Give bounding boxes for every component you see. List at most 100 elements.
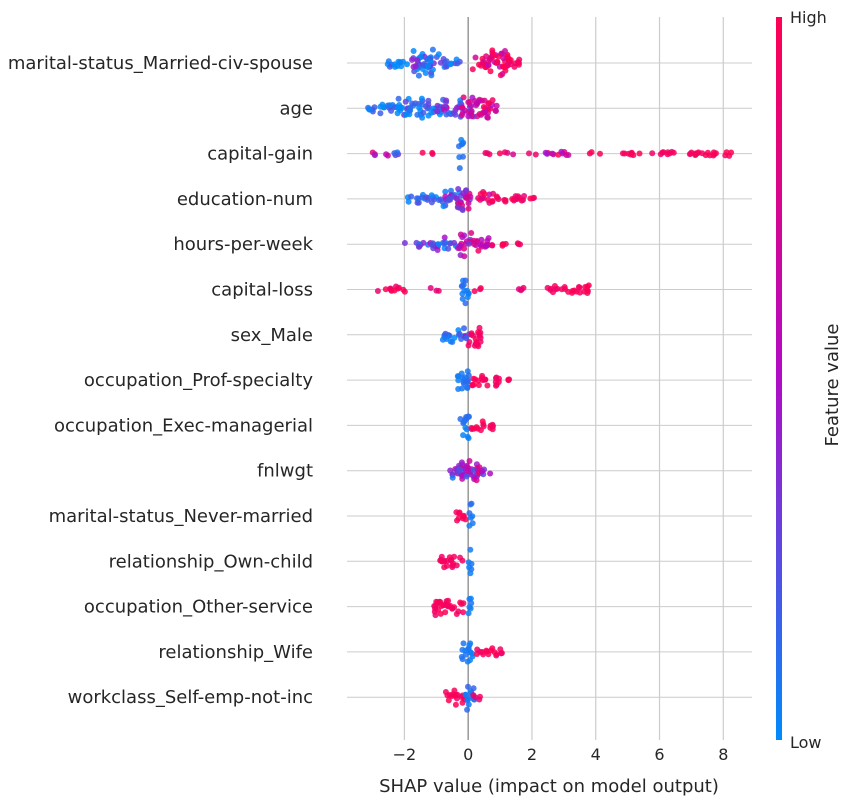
shap-point bbox=[463, 473, 470, 480]
shap-point bbox=[434, 247, 441, 253]
feature-label: sex_Male bbox=[231, 325, 313, 346]
feature-label: capital-gain bbox=[207, 144, 313, 165]
shap-point bbox=[462, 516, 469, 523]
shap-point bbox=[466, 510, 473, 517]
shap-point bbox=[428, 199, 435, 206]
shap-point bbox=[500, 55, 507, 62]
shap-point bbox=[670, 149, 677, 156]
shap-point bbox=[493, 102, 500, 109]
shap-point bbox=[445, 697, 452, 704]
colorbar-gradient bbox=[776, 17, 782, 740]
shap-point bbox=[465, 205, 472, 212]
shap-point bbox=[723, 149, 730, 156]
shap-point bbox=[484, 114, 491, 121]
shap-point bbox=[498, 650, 505, 657]
shap-point bbox=[565, 152, 572, 158]
shap-point bbox=[484, 382, 491, 389]
shap-point bbox=[447, 467, 454, 474]
colorbar-low-label: Low bbox=[790, 733, 822, 752]
shap-point bbox=[479, 195, 486, 202]
shap-point bbox=[383, 151, 390, 158]
shap-point bbox=[476, 332, 483, 339]
shap-point bbox=[438, 553, 445, 560]
shap-point bbox=[432, 612, 439, 619]
shap-point bbox=[461, 245, 468, 252]
shap-point bbox=[585, 282, 592, 289]
shap-point bbox=[453, 562, 460, 569]
feature-label: occupation_Prof-specialty bbox=[84, 370, 313, 391]
shap-point bbox=[462, 300, 469, 307]
shap-point bbox=[468, 500, 475, 507]
shap-point bbox=[464, 287, 471, 294]
shap-point bbox=[391, 150, 398, 157]
shap-point bbox=[493, 108, 499, 114]
shap-point bbox=[443, 111, 450, 118]
shap-point bbox=[404, 61, 410, 68]
shap-point bbox=[425, 63, 431, 69]
shap-point bbox=[465, 701, 472, 708]
x-tick-label: 2 bbox=[527, 745, 537, 764]
shap-point bbox=[465, 683, 471, 690]
shap-point bbox=[456, 154, 463, 161]
shap-point bbox=[428, 192, 435, 199]
shap-point bbox=[444, 692, 451, 699]
shap-point bbox=[442, 330, 449, 337]
shap-point bbox=[451, 239, 458, 246]
shap-point bbox=[501, 64, 508, 71]
feature-label: age bbox=[279, 98, 313, 119]
shap-point bbox=[465, 113, 472, 120]
shap-point bbox=[552, 286, 559, 293]
shap-point bbox=[477, 285, 484, 292]
shap-point bbox=[710, 152, 717, 159]
shap-point bbox=[484, 150, 491, 157]
grid bbox=[403, 17, 724, 740]
feature-label: marital-status_Never-married bbox=[49, 506, 313, 527]
shap-point bbox=[452, 701, 459, 708]
shap-point bbox=[561, 284, 568, 290]
shap-point bbox=[415, 199, 422, 206]
shap-point bbox=[467, 657, 473, 664]
shap-point bbox=[445, 245, 452, 252]
x-tick-label: 6 bbox=[654, 745, 664, 764]
shap-point bbox=[489, 242, 495, 248]
shap-point bbox=[470, 332, 477, 339]
shap-point bbox=[408, 193, 415, 200]
shap-point bbox=[409, 56, 415, 63]
shap-point bbox=[493, 59, 500, 66]
shap-point bbox=[423, 194, 430, 201]
shap-point bbox=[484, 237, 491, 244]
shap-point bbox=[511, 63, 518, 70]
shap-point bbox=[382, 286, 389, 293]
shap-point bbox=[475, 382, 482, 389]
shap-point bbox=[636, 150, 643, 157]
shap-point bbox=[489, 198, 496, 204]
feature-label: workclass_Self-emp-not-inc bbox=[68, 687, 313, 708]
shap-point bbox=[460, 281, 467, 288]
shap-point bbox=[495, 53, 502, 60]
shap-point bbox=[443, 602, 450, 609]
shap-point bbox=[461, 325, 467, 332]
shap-point bbox=[434, 108, 441, 115]
shap-point bbox=[476, 696, 483, 703]
shap-point bbox=[479, 418, 486, 425]
shap-point bbox=[466, 458, 473, 464]
shap-point bbox=[455, 377, 462, 384]
shap-point bbox=[549, 150, 556, 157]
shap-point bbox=[468, 108, 475, 115]
shap-point bbox=[465, 559, 472, 566]
shap-point bbox=[429, 46, 436, 53]
shap-point bbox=[402, 98, 409, 105]
shap-point bbox=[479, 60, 486, 67]
shap-point bbox=[476, 98, 483, 105]
shap-point bbox=[454, 204, 461, 211]
shap-point bbox=[412, 63, 419, 70]
shap-point bbox=[558, 148, 565, 155]
feature-label: fnlwgt bbox=[257, 461, 313, 482]
shap-point bbox=[443, 336, 450, 342]
shap-point bbox=[453, 195, 460, 202]
shap-point bbox=[458, 136, 465, 143]
shap-point bbox=[502, 48, 508, 54]
shap-point bbox=[466, 339, 473, 345]
shap-point bbox=[542, 149, 549, 156]
shap-point bbox=[573, 288, 580, 295]
